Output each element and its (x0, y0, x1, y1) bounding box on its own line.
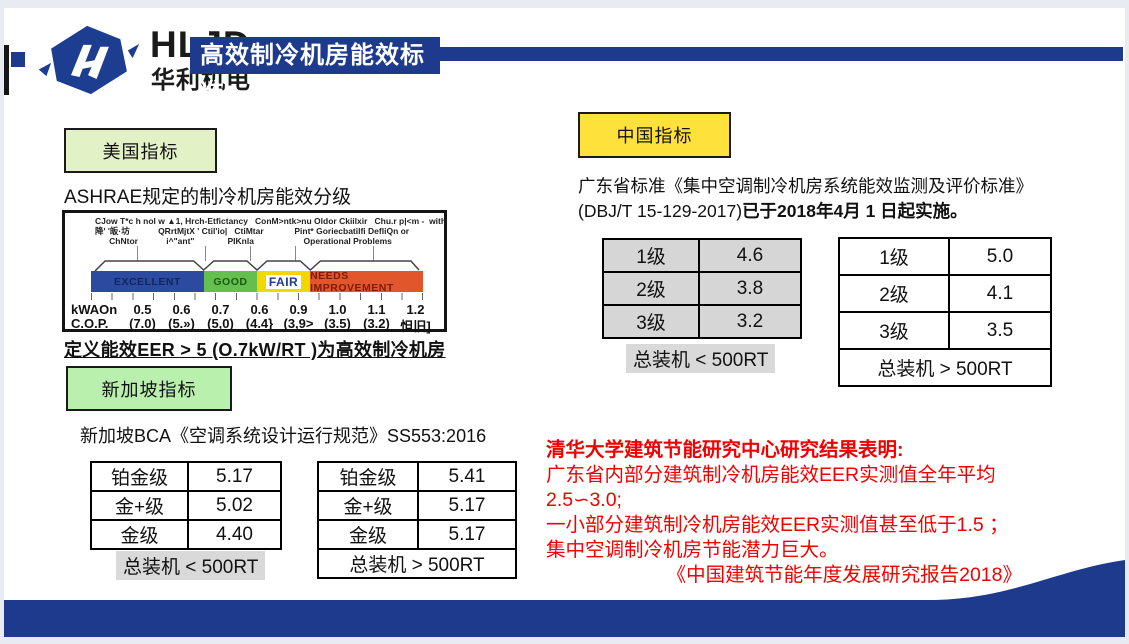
singapore-large-plant-table: 铂金级 5.41 金+级 5.17 金级 5.17 总装机 > 500RT (317, 461, 517, 579)
china-standard-description: 广东省标准《集中空调制冷机房系统能效监测及评价标准》 (DBJ/T 15-129… (578, 176, 1033, 221)
eer-definition: 定义能效EER > 5 (O.7kW/RT )为高效制冷机房 (64, 340, 446, 360)
rating-band-bar: EXCELLENT GOOD FAIR NEEDS IMPROVEMENT (91, 270, 423, 294)
kw-per-ton-row: kWAOn 0.5 0.6 0.7 0.6 0.9 1.0 1.1 1.2 (71, 302, 425, 317)
tag-us-indicator: 美国指标 (64, 128, 217, 173)
china-small-plant-table: 1级 4.6 2级 3.8 3级 3.2 (602, 238, 802, 339)
table-row: 铂金级 5.41 (317, 461, 517, 492)
scan-note-line1: CJow T*c h nol w ▲1, Hrch-Etfictancy Con… (95, 216, 447, 226)
table-row: 1级 5.0 (838, 237, 1052, 276)
us-heading: ASHRAE规定的制冷机房能效分级 (64, 187, 352, 208)
table-footer-row: 总装机 > 500RT (838, 348, 1052, 387)
china-large-plant-table: 1级 5.0 2级 4.1 3级 3.5 总装机 > 500RT (838, 237, 1052, 387)
connector-line (295, 246, 296, 261)
research-heading: 清华大学建筑节能研究中心研究结果表明: (546, 439, 904, 461)
tag-singapore-indicator: 新加坡指标 (66, 366, 232, 411)
band-good: GOOD (203, 271, 257, 292)
hljd-hexagon-logo-icon (38, 25, 140, 95)
scan-note-line3: ChNtor i^"ant" PIKnla Operational Proble… (95, 236, 392, 246)
table-row: 金+级 5.02 (90, 490, 282, 521)
table-row: 金级 4.40 (90, 519, 282, 550)
table-row: 3级 3.5 (838, 311, 1052, 350)
scale-ticks (91, 293, 423, 300)
table-row: 金+级 5.17 (317, 490, 517, 521)
scan-note-line2: 降' '皈·坊 QRrtMjtX ' Ctil'io| CtiMtar Pint… (95, 226, 410, 236)
table-row: 金级 5.17 (317, 519, 517, 550)
table-row: 2级 3.8 (602, 271, 802, 306)
table-row: 3级 3.2 (602, 304, 802, 339)
china-small-plant-footer: 总装机 < 500RT (626, 344, 776, 373)
band-fair: FAIR (256, 271, 311, 292)
slide: HLJD 华利机电 高效制冷机房能效标准 美国指标 ASHRAE规定的制冷机房能… (4, 8, 1125, 637)
table-row: 2级 4.1 (838, 274, 1052, 313)
research-line: 集中空调制冷机房节能潜力巨大。 (546, 539, 839, 561)
table-row: 1级 4.6 (602, 238, 802, 273)
band-needs-improvement: NEEDS IMPROVEMENT (310, 270, 423, 294)
bottom-wave-decoration (4, 560, 1125, 637)
table-row: 铂金级 5.17 (90, 461, 282, 492)
tsinghua-research-notes: 清华大学建筑节能研究中心研究结果表明: 广东省内部分建筑制冷机房能效EER实测值… (546, 438, 1024, 588)
band-excellent: EXCELLENT (91, 271, 204, 292)
bracket-shapes (94, 260, 420, 271)
ashrae-scale-image: CJow T*c h nol w ▲1, Hrch-Etfictancy Con… (62, 210, 447, 334)
slide-title: 高效制冷机房能效标准 (190, 37, 440, 106)
research-source: 《中国建筑节能年度发展研究报告2018》 (666, 564, 1022, 586)
left-edge-black-bar (4, 45, 9, 95)
research-line: 广东省内部分建筑制冷机房能效EER实测值全年平均2.5∽3.0; (546, 464, 996, 511)
singapore-heading: 新加坡BCA《空调系统设计运行规范》SS553:2016 (80, 426, 487, 446)
connector-line (250, 246, 251, 261)
left-edge-blue-square (11, 52, 25, 67)
table-footer-row: 总装机 > 500RT (317, 548, 517, 579)
cop-row: C.O.P. (7.0) (5.») (5,0) (4.4} (3,9> (3.… (71, 316, 431, 334)
connector-line (137, 246, 138, 261)
connector-line (373, 246, 374, 261)
research-line: 一小部分建筑制冷机房能效EER实测值甚至低于1.5 ； (546, 514, 1009, 536)
singapore-small-plant-footer: 总装机 < 500RT (116, 551, 266, 580)
singapore-small-plant-table: 铂金级 5.17 金+级 5.02 金级 4.40 (90, 461, 282, 550)
connector-line (205, 246, 206, 261)
tag-china-indicator: 中国指标 (578, 112, 731, 158)
